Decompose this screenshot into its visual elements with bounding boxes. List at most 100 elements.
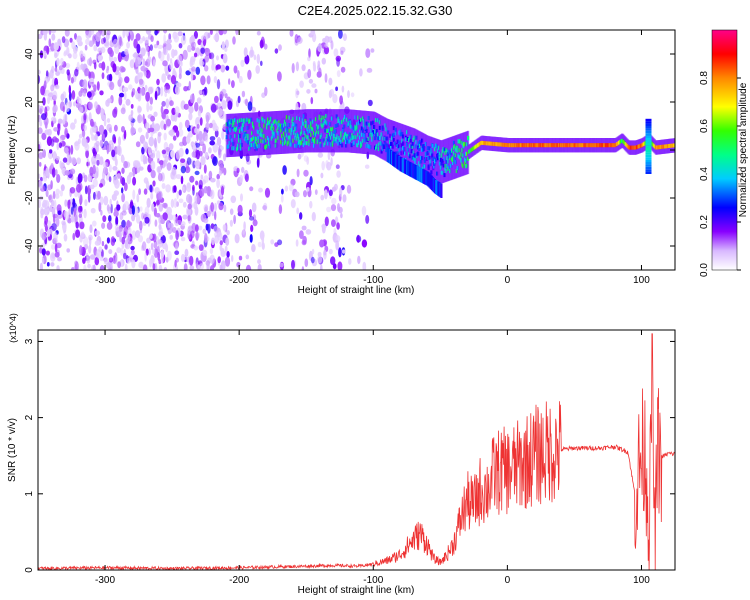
- noise-speck: [323, 249, 327, 260]
- noise-speck: [63, 51, 67, 57]
- noise-speck: [339, 187, 343, 197]
- noise-speck: [181, 221, 186, 227]
- noise-speck: [161, 73, 167, 83]
- noise-speck: [84, 185, 88, 195]
- noise-speck: [117, 261, 121, 269]
- noise-speck: [62, 106, 65, 113]
- noise-speck: [88, 245, 92, 254]
- spike-cell: [645, 154, 652, 158]
- noise-speck: [71, 41, 76, 50]
- noise-speck: [331, 186, 337, 192]
- noise-speck: [236, 167, 240, 174]
- noise-speck: [264, 86, 268, 97]
- noise-speck: [211, 237, 215, 246]
- noise-speck: [68, 53, 72, 59]
- noise-speck: [255, 65, 260, 74]
- noise-speck: [88, 40, 94, 47]
- noise-speck: [216, 55, 219, 61]
- noise-speck: [317, 43, 323, 52]
- noise-speck: [152, 233, 157, 243]
- noise-speck: [121, 167, 125, 174]
- noise-speck: [158, 191, 163, 200]
- noise-speck: [191, 151, 196, 158]
- noise-speck: [186, 193, 192, 204]
- noise-speck: [109, 198, 112, 206]
- noise-speck: [364, 164, 370, 169]
- noise-speck: [106, 144, 110, 155]
- noise-speck: [172, 135, 177, 141]
- noise-speck: [169, 100, 174, 107]
- noise-speck: [88, 30, 92, 38]
- noise-speck: [195, 66, 201, 75]
- noise-speck: [54, 52, 58, 59]
- noise-speck: [244, 54, 250, 65]
- noise-speck: [155, 213, 161, 218]
- noise-speck: [154, 90, 158, 101]
- noise-speck: [106, 204, 110, 212]
- noise-speck: [193, 245, 199, 251]
- noise-speck: [180, 253, 186, 262]
- noise-speck: [54, 84, 60, 90]
- noise-speck: [146, 101, 150, 113]
- noise-speck: [247, 101, 253, 112]
- noise-speck: [96, 159, 100, 166]
- noise-speck: [236, 70, 240, 79]
- noise-speck: [112, 38, 118, 49]
- noise-speck: [174, 106, 180, 115]
- noise-speck: [132, 176, 137, 186]
- noise-speck: [142, 113, 145, 125]
- noise-speck: [148, 136, 155, 147]
- noise-speck: [156, 150, 161, 161]
- noise-speck: [236, 261, 241, 268]
- noise-speck: [95, 31, 101, 42]
- noise-speck: [143, 70, 147, 77]
- noise-speck: [66, 151, 70, 163]
- noise-speck: [224, 245, 228, 253]
- noise-speck: [335, 240, 340, 251]
- noise-speck: [125, 98, 131, 106]
- noise-speck: [87, 263, 91, 269]
- noise-speck: [43, 32, 48, 41]
- noise-speck: [180, 236, 186, 242]
- noise-speck: [120, 175, 123, 185]
- snr-x-ticks: -300 -200 -100 0 100: [95, 330, 650, 586]
- noise-speck: [301, 225, 307, 231]
- noise-speck: [174, 250, 180, 255]
- noise-speck: [149, 96, 153, 105]
- noise-speck: [178, 189, 182, 196]
- spike-cell: [645, 169, 652, 172]
- noise-speck: [195, 180, 199, 186]
- noise-speck: [176, 82, 182, 88]
- noise-speck: [214, 210, 217, 221]
- noise-speck: [89, 184, 95, 190]
- noise-speck: [40, 85, 45, 96]
- noise-speck: [308, 48, 311, 59]
- noise-speck: [95, 140, 100, 147]
- noise-speck: [118, 95, 123, 106]
- figure-title: C2E4.2025.022.15.32.G30: [298, 3, 453, 18]
- spike-cell: [645, 152, 652, 155]
- noise-speck: [325, 160, 329, 169]
- noise-speck: [257, 241, 262, 248]
- noise-speck: [149, 184, 153, 193]
- noise-speck: [201, 35, 205, 41]
- noise-speck: [335, 164, 340, 169]
- noise-speck: [70, 122, 76, 130]
- noise-speck: [89, 57, 92, 67]
- noise-speck: [113, 136, 117, 144]
- noise-speck: [99, 90, 104, 96]
- noise-speck: [123, 129, 127, 140]
- noise-speck: [288, 183, 294, 192]
- noise-speck: [280, 194, 284, 203]
- noise-speck: [144, 37, 150, 44]
- noise-speck: [216, 136, 222, 146]
- noise-speck: [57, 118, 63, 124]
- spike-cell: [645, 140, 652, 143]
- noise-speck: [195, 159, 201, 170]
- noise-speck: [58, 142, 63, 149]
- noise-speck: [75, 103, 82, 109]
- noise-speck: [187, 44, 192, 53]
- noise-speck: [166, 162, 172, 171]
- noise-speck: [178, 65, 182, 76]
- noise-speck: [131, 214, 136, 222]
